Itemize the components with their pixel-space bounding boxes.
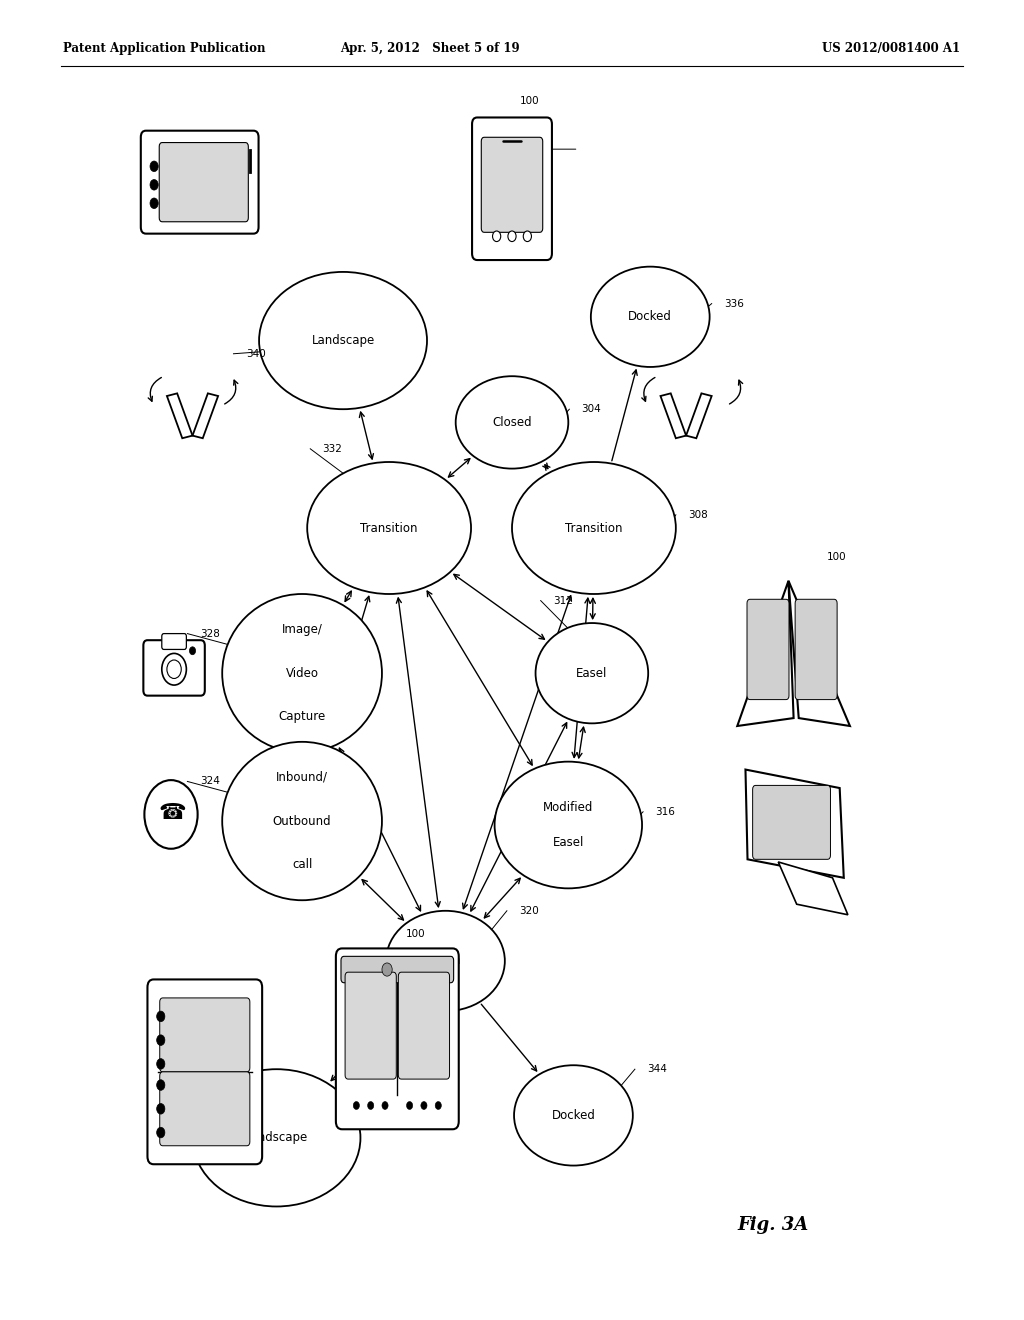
Ellipse shape (307, 462, 471, 594)
Text: 316: 316 (655, 807, 675, 817)
FancyBboxPatch shape (160, 143, 249, 222)
Text: 312: 312 (553, 595, 572, 606)
Text: Image/: Image/ (282, 623, 323, 636)
FancyBboxPatch shape (796, 599, 838, 700)
Circle shape (151, 161, 159, 172)
Text: 100: 100 (826, 552, 846, 562)
FancyBboxPatch shape (472, 117, 552, 260)
Text: 308: 308 (688, 510, 708, 520)
Text: Open: Open (430, 954, 461, 968)
Text: ☎: ☎ (158, 803, 186, 824)
Text: 324: 324 (200, 776, 219, 787)
Polygon shape (745, 770, 844, 878)
Circle shape (157, 1059, 165, 1069)
Circle shape (407, 1101, 413, 1109)
Text: Landscape: Landscape (311, 334, 375, 347)
Polygon shape (737, 581, 794, 726)
Text: 336: 336 (724, 298, 743, 309)
Ellipse shape (259, 272, 427, 409)
Text: 320: 320 (519, 906, 539, 916)
FancyBboxPatch shape (162, 634, 186, 649)
Circle shape (421, 1101, 427, 1109)
FancyBboxPatch shape (481, 137, 543, 232)
Text: Capture: Capture (279, 710, 326, 723)
Circle shape (151, 198, 159, 209)
Circle shape (144, 780, 198, 849)
FancyBboxPatch shape (341, 956, 454, 982)
Polygon shape (788, 581, 850, 726)
Text: 304: 304 (582, 404, 601, 414)
Text: Video: Video (286, 667, 318, 680)
Text: Transition: Transition (360, 521, 418, 535)
Text: US 2012/0081400 A1: US 2012/0081400 A1 (822, 42, 961, 55)
Text: Fig. 3A: Fig. 3A (737, 1216, 809, 1234)
Ellipse shape (512, 462, 676, 594)
Text: Docked: Docked (629, 310, 672, 323)
Circle shape (157, 1011, 165, 1022)
Circle shape (508, 231, 516, 242)
Polygon shape (167, 393, 193, 438)
Ellipse shape (456, 376, 568, 469)
Circle shape (167, 660, 181, 678)
Circle shape (162, 653, 186, 685)
FancyBboxPatch shape (336, 948, 459, 1130)
Ellipse shape (514, 1065, 633, 1166)
Text: 340: 340 (246, 348, 265, 359)
Text: Patent Application Publication: Patent Application Publication (63, 42, 266, 55)
Ellipse shape (386, 911, 505, 1011)
Circle shape (382, 1101, 388, 1109)
Text: Landscape: Landscape (245, 1131, 308, 1144)
FancyBboxPatch shape (748, 599, 790, 700)
Circle shape (382, 964, 392, 977)
Circle shape (157, 1035, 165, 1045)
Text: 332: 332 (323, 444, 342, 454)
FancyBboxPatch shape (147, 979, 262, 1164)
Text: Inbound/: Inbound/ (276, 771, 328, 784)
Text: Outbound: Outbound (272, 814, 332, 828)
FancyBboxPatch shape (160, 1072, 250, 1146)
Text: Transition: Transition (565, 521, 623, 535)
Text: 344: 344 (647, 1064, 667, 1074)
Circle shape (435, 1101, 441, 1109)
Polygon shape (193, 393, 218, 438)
Text: Easel: Easel (577, 667, 607, 680)
Text: 100: 100 (406, 928, 425, 939)
Ellipse shape (222, 742, 382, 900)
Circle shape (353, 1101, 359, 1109)
Text: 348: 348 (179, 1133, 199, 1143)
Circle shape (523, 231, 531, 242)
FancyBboxPatch shape (345, 972, 396, 1080)
Circle shape (189, 647, 196, 655)
Text: 328: 328 (200, 628, 219, 639)
FancyBboxPatch shape (160, 998, 250, 1072)
Text: Docked: Docked (552, 1109, 595, 1122)
Ellipse shape (193, 1069, 360, 1206)
Circle shape (493, 231, 501, 242)
Circle shape (368, 1101, 374, 1109)
Text: 100: 100 (520, 96, 540, 107)
FancyBboxPatch shape (143, 640, 205, 696)
Text: call: call (292, 858, 312, 871)
Text: Modified: Modified (543, 801, 594, 814)
FancyBboxPatch shape (141, 131, 258, 234)
Text: Closed: Closed (493, 416, 531, 429)
FancyBboxPatch shape (398, 972, 450, 1080)
Circle shape (157, 1104, 165, 1114)
Text: Easel: Easel (553, 836, 584, 849)
Polygon shape (686, 393, 712, 438)
Ellipse shape (495, 762, 642, 888)
FancyBboxPatch shape (753, 785, 830, 859)
Polygon shape (778, 862, 848, 915)
Ellipse shape (591, 267, 710, 367)
Circle shape (157, 1127, 165, 1138)
Circle shape (151, 180, 159, 190)
Polygon shape (660, 393, 686, 438)
Ellipse shape (536, 623, 648, 723)
Text: Apr. 5, 2012   Sheet 5 of 19: Apr. 5, 2012 Sheet 5 of 19 (340, 42, 520, 55)
Ellipse shape (222, 594, 382, 752)
Circle shape (157, 1080, 165, 1090)
